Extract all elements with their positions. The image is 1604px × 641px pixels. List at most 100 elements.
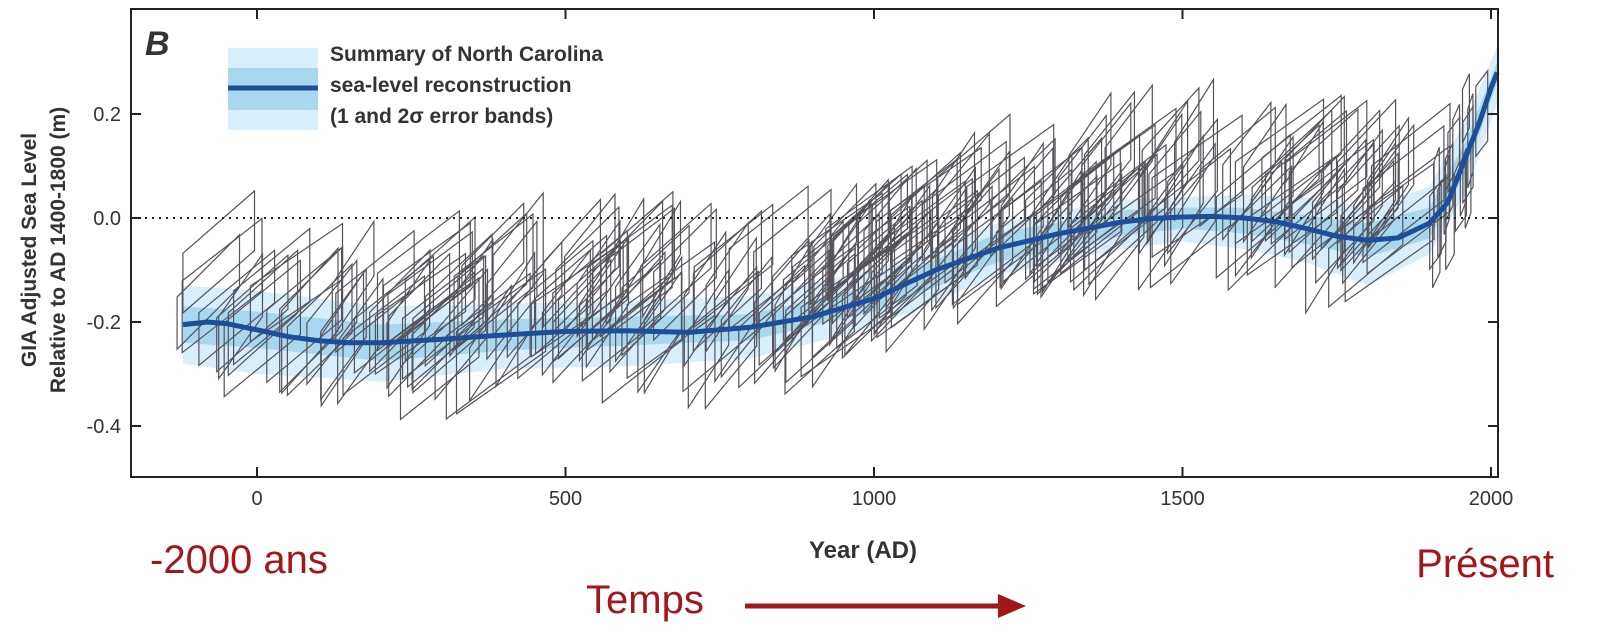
data-box bbox=[704, 265, 758, 411]
data-box bbox=[825, 165, 913, 295]
data-box bbox=[1146, 99, 1189, 246]
data-box bbox=[990, 137, 1056, 258]
data-box bbox=[424, 232, 493, 368]
data-box bbox=[1366, 115, 1410, 249]
data-box bbox=[687, 268, 730, 410]
data-box bbox=[758, 249, 830, 367]
data-box bbox=[591, 207, 676, 342]
x-tick-label: 0 bbox=[251, 488, 262, 510]
data-box bbox=[563, 192, 616, 333]
data-box bbox=[233, 227, 311, 366]
data-box bbox=[889, 146, 982, 264]
data-box bbox=[1328, 184, 1404, 309]
data-box bbox=[1459, 148, 1467, 217]
y-tick-label: 0.2 bbox=[93, 104, 121, 126]
data-box bbox=[784, 252, 856, 396]
data-box bbox=[753, 188, 832, 328]
data-box bbox=[1149, 147, 1232, 289]
data-box bbox=[944, 156, 1026, 285]
data-box bbox=[1057, 113, 1107, 257]
data-box bbox=[601, 271, 683, 404]
x-tick-label: 1000 bbox=[852, 488, 897, 510]
data-box bbox=[331, 219, 375, 341]
legend: Summary of North Carolina sea-level reco… bbox=[228, 43, 603, 130]
data-box bbox=[642, 199, 682, 319]
data-box bbox=[1033, 152, 1115, 291]
y-axis: 0.2 0.0 -0.2 -0.4 bbox=[87, 104, 1498, 438]
data-box bbox=[809, 182, 858, 307]
legend-text-line-3: (1 and 2σ error bands) bbox=[330, 105, 553, 128]
data-box bbox=[218, 252, 264, 381]
data-box bbox=[1462, 104, 1474, 205]
data-box bbox=[1082, 173, 1123, 298]
data-box bbox=[728, 184, 809, 331]
data-box bbox=[1170, 142, 1216, 286]
data-box bbox=[181, 217, 263, 354]
data-box bbox=[1141, 86, 1200, 225]
data-box bbox=[281, 246, 339, 395]
data-box bbox=[445, 272, 531, 421]
data-box bbox=[626, 241, 716, 380]
data-box bbox=[320, 267, 367, 402]
data-box bbox=[964, 149, 1010, 281]
data-box bbox=[1087, 107, 1177, 235]
data-box bbox=[844, 225, 896, 357]
x-tick-label: 500 bbox=[549, 488, 582, 510]
data-box bbox=[374, 252, 467, 376]
data-box bbox=[614, 222, 661, 363]
data-box bbox=[1138, 112, 1183, 256]
data-box bbox=[811, 241, 856, 389]
data-box bbox=[1353, 141, 1397, 265]
data-box bbox=[1261, 94, 1342, 218]
data-box bbox=[1104, 83, 1153, 226]
x-axis-title: Year (AD) bbox=[809, 537, 917, 564]
data-box bbox=[495, 250, 536, 389]
y-axis-title-line-1: GIA Adjusted Sea Level bbox=[18, 133, 41, 367]
data-box bbox=[369, 248, 431, 373]
data-box bbox=[455, 267, 547, 415]
data-box bbox=[279, 245, 344, 394]
plot-frame bbox=[130, 8, 1499, 478]
data-box bbox=[1274, 158, 1332, 289]
data-box bbox=[876, 214, 965, 339]
data-box bbox=[1445, 174, 1455, 271]
data-box bbox=[1033, 160, 1097, 284]
x-tick-label: 2000 bbox=[1469, 488, 1514, 510]
data-box bbox=[198, 249, 276, 367]
data-box bbox=[1215, 133, 1291, 280]
data-box bbox=[578, 240, 621, 363]
data-box bbox=[1246, 154, 1338, 277]
data-box bbox=[640, 202, 712, 332]
data-box bbox=[266, 246, 343, 384]
data-box bbox=[552, 258, 612, 384]
data-box bbox=[1151, 114, 1243, 259]
annotation-time: Temps bbox=[586, 578, 704, 622]
x-axis: 0 500 1000 1500 2000 bbox=[251, 9, 1513, 510]
data-box bbox=[1173, 77, 1215, 222]
data-box bbox=[386, 258, 431, 390]
data-box bbox=[541, 248, 591, 377]
data-box bbox=[1036, 174, 1098, 296]
data-box bbox=[412, 254, 487, 394]
data-box bbox=[1429, 178, 1442, 271]
data-box bbox=[1284, 99, 1368, 241]
data-box bbox=[576, 219, 621, 339]
data-box bbox=[846, 199, 923, 320]
data-box bbox=[453, 212, 534, 352]
data-box bbox=[457, 212, 528, 348]
data-box bbox=[530, 240, 624, 358]
data-box bbox=[609, 250, 666, 374]
data-box bbox=[841, 232, 907, 360]
data-box bbox=[771, 212, 831, 356]
data-box bbox=[1137, 163, 1184, 292]
y-axis-title-line-2: Relative to AD 1400-1800 (m) bbox=[47, 107, 70, 393]
data-box bbox=[1311, 138, 1367, 261]
data-box bbox=[1094, 163, 1145, 302]
data-box bbox=[1068, 91, 1112, 230]
data-box bbox=[342, 274, 426, 396]
data-box bbox=[1088, 153, 1158, 286]
data-box bbox=[956, 179, 1042, 306]
series-line-reconstruction bbox=[182, 71, 1500, 346]
annotation-start: -2000 ans bbox=[150, 538, 328, 582]
